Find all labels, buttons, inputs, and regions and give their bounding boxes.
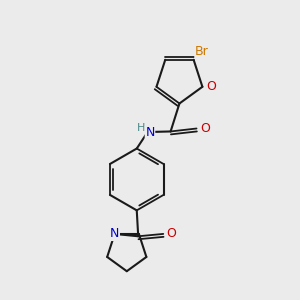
Text: Br: Br xyxy=(195,45,209,58)
Text: N: N xyxy=(145,126,155,139)
Text: O: O xyxy=(167,227,176,240)
Text: N: N xyxy=(110,227,119,240)
Text: O: O xyxy=(200,122,210,135)
Text: O: O xyxy=(206,80,216,93)
Text: H: H xyxy=(137,123,146,133)
